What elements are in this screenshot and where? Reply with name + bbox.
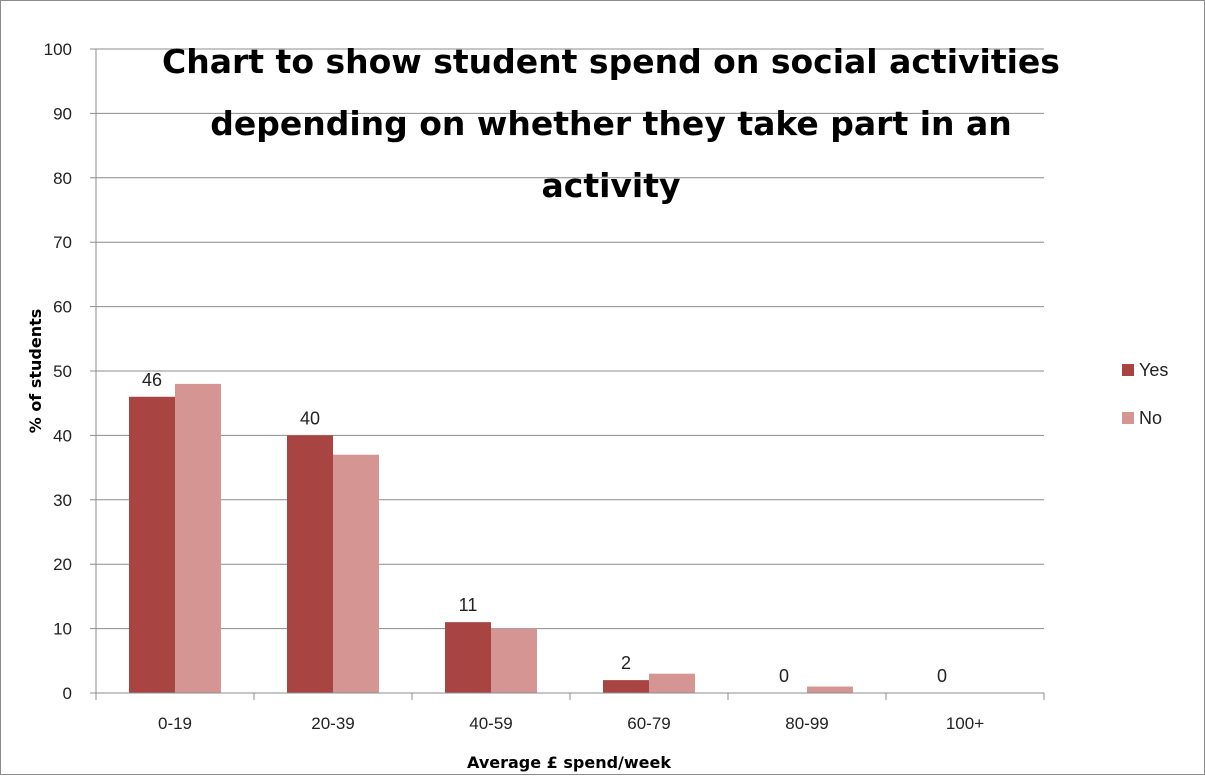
legend-swatch-yes xyxy=(1122,364,1134,376)
bar-no-40-59 xyxy=(491,629,537,693)
data-labels: 46 40 11 2 0 0 xyxy=(142,370,947,686)
y-tick-label: 0 xyxy=(63,684,72,703)
legend: Yes No xyxy=(1122,360,1168,428)
bar-no-60-79 xyxy=(649,674,695,693)
axes xyxy=(90,49,1044,700)
chart-title-line: Chart to show student spend on social ac… xyxy=(162,42,1060,81)
bar-yes-40-59 xyxy=(445,622,491,693)
y-tick-label: 100 xyxy=(44,40,72,59)
x-tick-labels: 0-19 20-39 40-59 60-79 80-99 100+ xyxy=(158,714,984,733)
chart-title-line: depending on whether they take part in a… xyxy=(210,104,1012,143)
data-label: 2 xyxy=(621,653,631,673)
data-label: 0 xyxy=(779,666,789,686)
chart-title: Chart to show student spend on social ac… xyxy=(162,42,1060,205)
x-tick-label: 100+ xyxy=(946,714,984,733)
x-tick-label: 60-79 xyxy=(627,714,670,733)
bar-no-0-19 xyxy=(175,384,221,693)
x-tick-label: 0-19 xyxy=(158,714,192,733)
y-tick-label: 30 xyxy=(53,491,72,510)
y-tick-label: 20 xyxy=(53,555,72,574)
y-tick-label: 10 xyxy=(53,620,72,639)
legend-label-no: No xyxy=(1139,408,1162,428)
y-axis-title: % of students xyxy=(26,309,45,434)
x-tick-label: 80-99 xyxy=(785,714,828,733)
y-tick-label: 70 xyxy=(53,233,72,252)
y-tick-label: 50 xyxy=(53,362,72,381)
bars xyxy=(129,384,853,693)
bar-yes-0-19 xyxy=(129,397,175,693)
y-tick-label: 90 xyxy=(53,104,72,123)
x-axis-title: Average £ spend/week xyxy=(467,753,671,772)
y-tick-label: 80 xyxy=(53,169,72,188)
data-label: 0 xyxy=(937,666,947,686)
x-tick-label: 20-39 xyxy=(311,714,354,733)
y-tick-labels: 0 10 20 30 40 50 60 70 80 90 100 xyxy=(44,40,72,703)
bar-yes-60-79 xyxy=(603,680,649,693)
bar-yes-20-39 xyxy=(287,435,333,693)
y-tick-label: 60 xyxy=(53,298,72,317)
chart-title-line: activity xyxy=(541,166,680,205)
data-label: 11 xyxy=(459,595,478,615)
legend-label-yes: Yes xyxy=(1139,360,1168,380)
data-label: 40 xyxy=(300,408,320,428)
data-label: 46 xyxy=(142,370,162,390)
y-tick-label: 40 xyxy=(53,426,72,445)
legend-swatch-no xyxy=(1122,412,1134,424)
bar-no-80-99 xyxy=(807,687,853,693)
x-tick-label: 40-59 xyxy=(469,714,512,733)
bar-no-20-39 xyxy=(333,455,379,693)
